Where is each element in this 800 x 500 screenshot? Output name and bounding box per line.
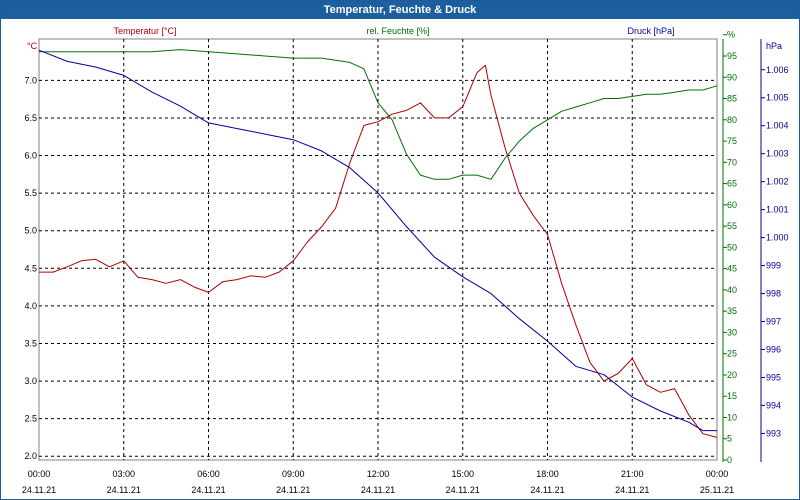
humidity-tick-label: 60	[727, 200, 737, 210]
humidity-tick-label: 85	[727, 94, 737, 104]
pressure-series-line	[38, 49, 717, 432]
x-tick-time-label: 09:00	[282, 469, 305, 479]
humidity-tick-label: 50	[727, 242, 737, 252]
temperature-tick-label: 5.5	[24, 188, 37, 198]
humidity-tick-label: 25	[727, 349, 737, 359]
x-tick-date-label: 24.11.21	[22, 485, 56, 495]
pressure-tick-label: 1.005	[766, 93, 789, 103]
pressure-tick-label: 999	[766, 261, 781, 271]
pressure-tick-label: 994	[766, 400, 781, 410]
x-tick-date-label: 24.11.21	[191, 485, 225, 495]
humidity-tick-label: 70	[727, 157, 737, 167]
humidity-tick-label: 90	[727, 72, 737, 82]
pressure-tick-label: 1.006	[766, 65, 789, 75]
humidity-tick-label: 15	[727, 391, 737, 401]
pressure-tick-label: 996	[766, 345, 781, 355]
x-tick-time-label: 18:00	[536, 469, 559, 479]
x-tick-time-label: 03:00	[112, 469, 135, 479]
humidity-tick-label: 40	[727, 285, 737, 295]
humidity-tick-label: %	[727, 30, 735, 40]
pressure-tick-label: 995	[766, 372, 781, 382]
temperature-tick-label: 3.0	[24, 376, 37, 386]
temperature-tick-label: 2.0	[24, 451, 37, 461]
x-tick-date-label: 25.11.21	[700, 485, 734, 495]
pressure-tick-label: 1.000	[766, 233, 789, 243]
temperature-tick-label: 4.0	[24, 301, 37, 311]
x-tick-time-label: 06:00	[197, 469, 220, 479]
pressure-tick-label: 993	[766, 428, 781, 438]
pressure-tick-label: 1.003	[766, 149, 789, 159]
x-tick-time-label: 00:00	[706, 469, 729, 479]
pressure-tick-label: 1.002	[766, 177, 789, 187]
humidity-tick-label: 5	[727, 434, 732, 444]
x-tick-time-label: 00:00	[28, 469, 51, 479]
x-tick-date-label: 24.11.21	[107, 485, 141, 495]
humidity-tick-label: 55	[727, 221, 737, 231]
x-tick-date-label: 24.11.21	[530, 485, 564, 495]
humidity-tick-label: 30	[727, 327, 737, 337]
x-tick-date-label: 24.11.21	[361, 485, 395, 495]
temperature-tick-label: 2.5	[24, 414, 37, 424]
pressure-tick-label: 998	[766, 289, 781, 299]
pressure-tick-label: 997	[766, 317, 781, 327]
legend-temperature: Temperatur [°C]	[113, 26, 176, 36]
temperature-tick-label: 3.5	[24, 338, 37, 348]
humidity-series-line	[39, 49, 718, 180]
pressure-tick-label: 1.001	[766, 205, 789, 215]
window-title: Temperatur, Feuchte & Druck	[1, 1, 799, 19]
temperature-tick-label: 6.0	[24, 151, 37, 161]
temperature-tick-label: 5.0	[24, 226, 37, 236]
temperature-unit-label: °C	[27, 41, 38, 51]
x-tick-date-label: 24.11.21	[615, 485, 649, 495]
pressure-tick-label: 1.004	[766, 121, 789, 131]
humidity-tick-label: 80	[727, 115, 737, 125]
pressure-unit-label: hPa	[766, 41, 782, 51]
humidity-tick-label: 10	[727, 412, 737, 422]
temperature-tick-label: 4.5	[24, 263, 37, 273]
humidity-tick-label: 65	[727, 179, 737, 189]
temperature-series-line	[39, 64, 718, 438]
legend-humidity: rel. Feuchte [%]	[366, 26, 429, 36]
humidity-tick-label: 35	[727, 306, 737, 316]
humidity-tick-label: 95	[727, 51, 737, 61]
humidity-tick-label: 0	[727, 455, 732, 465]
x-tick-date-label: 24.11.21	[276, 485, 310, 495]
x-tick-time-label: 21:00	[621, 469, 644, 479]
humidity-tick-label: 20	[727, 370, 737, 380]
temperature-tick-label: 6.5	[24, 113, 37, 123]
x-tick-time-label: 15:00	[451, 469, 474, 479]
humidity-tick-label: 75	[727, 136, 737, 146]
x-tick-time-label: 12:00	[367, 469, 390, 479]
temperature-tick-label: 7.0	[24, 75, 37, 85]
legend-pressure: Druck [hPa]	[627, 26, 674, 36]
x-tick-date-label: 24.11.21	[446, 485, 480, 495]
humidity-tick-label: 45	[727, 264, 737, 274]
